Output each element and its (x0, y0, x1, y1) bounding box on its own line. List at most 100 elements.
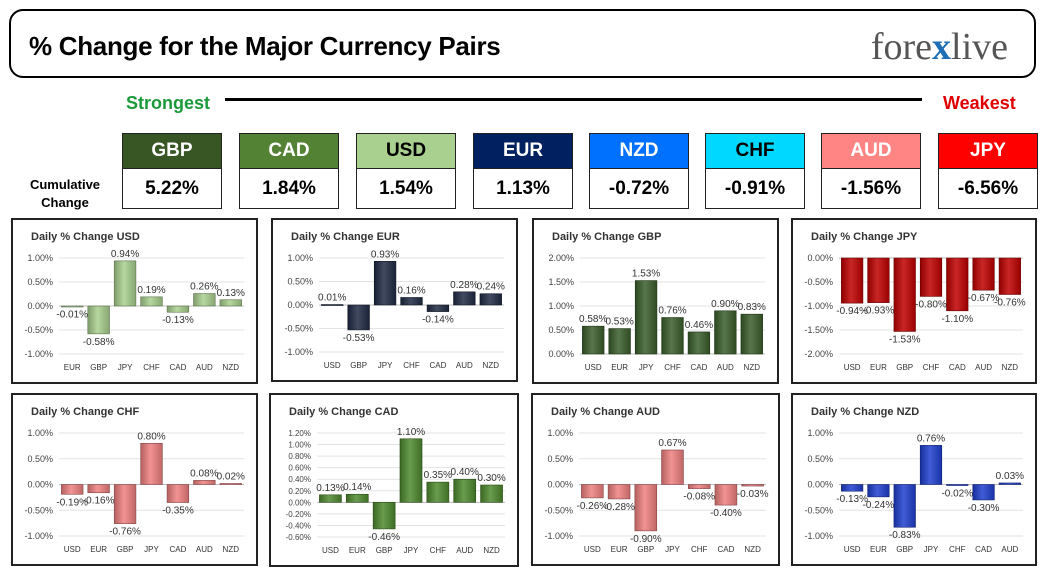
currency-card-chf: CHF -0.91% (705, 133, 805, 209)
x-tick-label: NZD (1002, 363, 1019, 372)
chart-svg: Daily % Change CAD 1.20% 1.00% 0.80% 0.60% 0.… (286, 406, 506, 555)
x-tick-label: NZD (223, 363, 240, 372)
rank-divider (225, 98, 922, 101)
bar-cad (166, 484, 190, 503)
chart-panel-usd: Daily % Change USD 1.00% 0.50% 0.00% -0.50% -… (11, 218, 258, 384)
data-label: 0.76% (917, 433, 945, 444)
currency-name: NZD (589, 133, 689, 169)
bar-nzd (479, 293, 502, 306)
data-label: -0.76% (994, 297, 1026, 308)
chart-svg: Daily % Change EUR 1.00% 0.50% 0.00% -0.50% -… (284, 231, 505, 370)
y-tick-label: 0.50% (547, 454, 573, 464)
x-tick-label: EUR (870, 363, 887, 372)
data-label: -0.26% (577, 501, 609, 512)
bar-gbp (893, 484, 916, 528)
bar-gbp (634, 484, 658, 532)
y-tick-label: -0.20% (286, 510, 311, 519)
data-label: 0.01% (318, 293, 346, 304)
y-tick-label: 0.50% (27, 277, 53, 287)
x-tick-label: NZD (223, 545, 240, 554)
x-tick-label: JPY (118, 363, 133, 372)
bar-eur (867, 257, 890, 303)
y-tick-label: 0.00% (27, 301, 53, 311)
y-tick-label: -1.00% (804, 531, 833, 541)
page-title: % Change for the Major Currency Pairs (29, 31, 501, 61)
bar-usd (319, 494, 342, 503)
data-label: 0.90% (711, 299, 739, 310)
data-label: 0.94% (111, 249, 139, 260)
data-label: -0.13% (836, 494, 868, 505)
y-tick-label: 1.00% (547, 428, 573, 438)
x-tick-label: CHF (403, 361, 420, 370)
data-label: -1.53% (889, 334, 921, 345)
chart-svg: Daily % Change JPY 0.00% -0.50% -1.00% -1.50… (804, 231, 1026, 372)
data-label: 0.03% (996, 471, 1024, 482)
chart-panel-nzd: Daily % Change NZD 1.00% 0.50% 0.00% -0.50% -… (791, 393, 1037, 566)
data-label: 1.53% (632, 269, 660, 280)
bar-aud (193, 293, 216, 307)
bar-chf (919, 257, 943, 297)
x-tick-label: EUR (349, 546, 366, 555)
bar-chf (426, 481, 450, 503)
bar-usd (841, 484, 864, 492)
data-label: -0.83% (889, 530, 921, 541)
bar-chf (140, 296, 163, 307)
y-tick-label: -1.50% (804, 325, 833, 335)
data-label: -0.53% (343, 333, 375, 344)
y-tick-label: 2.00% (548, 253, 574, 263)
data-label: 0.76% (658, 306, 686, 317)
chart-title: Daily % Change AUD (551, 406, 660, 418)
bar-chf (661, 317, 684, 355)
y-tick-label: -1.00% (24, 349, 53, 359)
data-label: 0.53% (605, 317, 633, 328)
bar-nzd (740, 313, 763, 355)
x-tick-label: NZD (744, 363, 761, 372)
bar-gbp (87, 305, 110, 335)
y-tick-label: 1.00% (807, 428, 833, 438)
y-tick-label: 1.00% (287, 253, 313, 263)
bar-gbp (113, 484, 137, 524)
data-label: -0.67% (968, 293, 1000, 304)
y-tick-label: 0.40% (288, 475, 311, 484)
x-tick-label: GBP (117, 545, 134, 554)
y-tick-label: 1.00% (27, 253, 53, 263)
currency-name: GBP (122, 133, 222, 169)
data-label: -0.08% (683, 492, 715, 503)
currency-name: USD (356, 133, 456, 169)
x-tick-label: JPY (404, 546, 419, 555)
bar-chf (687, 484, 711, 489)
chart-panel-jpy: Daily % Change JPY 0.00% -0.50% -1.00% -1.50… (791, 218, 1037, 384)
bar-nzd (219, 299, 242, 307)
bar-aud (714, 310, 737, 355)
x-tick-label: NZD (483, 546, 500, 555)
x-tick-label: USD (322, 546, 339, 555)
x-tick-label: JPY (924, 545, 939, 554)
bar-cad (972, 484, 995, 501)
bar-usd (582, 325, 605, 355)
currency-name: CAD (239, 133, 339, 169)
bar-eur (345, 493, 369, 503)
y-tick-label: -2.00% (804, 349, 833, 359)
y-tick-label: -0.50% (804, 505, 833, 515)
chart-title: Daily % Change EUR (291, 231, 400, 243)
data-label: -0.40% (710, 508, 742, 519)
currency-card-gbp: GBP 5.22% (122, 133, 222, 209)
currency-cumulative-value: -0.91% (705, 169, 805, 209)
x-tick-label: JPY (144, 545, 159, 554)
bar-jpy (919, 445, 943, 485)
x-tick-label: USD (585, 363, 602, 372)
forexlive-logo: forexlive (870, 26, 1008, 68)
chart-title: Daily % Change USD (31, 231, 140, 243)
y-tick-label: 1.00% (288, 441, 311, 450)
data-label: -0.94% (836, 306, 868, 317)
y-tick-label: 0.00% (547, 480, 573, 490)
data-label: 0.58% (579, 314, 607, 325)
y-tick-label: 0.50% (548, 325, 574, 335)
y-tick-label: 0.00% (807, 253, 833, 263)
y-tick-label: 1.20% (288, 429, 311, 438)
currency-card-eur: EUR 1.13% (473, 133, 573, 209)
data-label: -0.03% (737, 489, 769, 500)
currency-cumulative-value: -1.56% (821, 169, 921, 209)
x-tick-label: EUR (64, 363, 81, 372)
currency-name: EUR (473, 133, 573, 169)
